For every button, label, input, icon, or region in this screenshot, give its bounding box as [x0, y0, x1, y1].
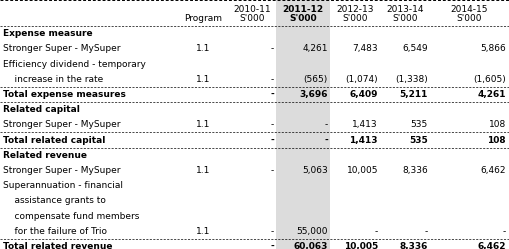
Text: -: -: [324, 120, 327, 129]
Text: 1.1: 1.1: [195, 75, 210, 84]
Text: 1,413: 1,413: [352, 120, 377, 129]
Text: assistance grants to: assistance grants to: [3, 196, 106, 205]
Text: Program: Program: [184, 13, 221, 22]
Text: 108: 108: [487, 135, 505, 144]
Text: Total related capital: Total related capital: [3, 135, 105, 144]
Text: increase in the rate: increase in the rate: [3, 75, 103, 84]
Text: Stronger Super - MySuper: Stronger Super - MySuper: [3, 120, 120, 129]
Text: -: -: [374, 227, 377, 236]
Text: 535: 535: [410, 120, 427, 129]
Text: 4,261: 4,261: [476, 90, 505, 99]
Text: S'000: S'000: [239, 13, 264, 22]
Text: S'000: S'000: [342, 13, 367, 22]
Text: -: -: [324, 135, 327, 144]
Text: 55,000: 55,000: [296, 227, 327, 236]
Text: -: -: [270, 227, 273, 236]
Text: -: -: [270, 90, 273, 99]
Text: 4,261: 4,261: [302, 44, 327, 53]
Text: S'000: S'000: [289, 13, 316, 22]
Text: 2010-11: 2010-11: [233, 4, 270, 13]
Text: 6,409: 6,409: [349, 90, 377, 99]
Text: Related capital: Related capital: [3, 105, 80, 114]
Text: Efficiency dividend - temporary: Efficiency dividend - temporary: [3, 60, 146, 68]
Text: (1,605): (1,605): [472, 75, 505, 84]
Text: S'000: S'000: [391, 13, 417, 22]
Text: 8,336: 8,336: [402, 166, 427, 175]
Text: 1,413: 1,413: [349, 135, 377, 144]
Text: 10,005: 10,005: [343, 242, 377, 249]
Text: 5,866: 5,866: [479, 44, 505, 53]
Text: 1.1: 1.1: [195, 44, 210, 53]
Text: 7,483: 7,483: [352, 44, 377, 53]
Text: 2012-13: 2012-13: [335, 4, 373, 13]
Text: Superannuation - financial: Superannuation - financial: [3, 181, 123, 190]
Text: Total related revenue: Total related revenue: [3, 242, 112, 249]
Text: 6,549: 6,549: [402, 44, 427, 53]
Text: -: -: [270, 242, 273, 249]
Text: 2011-12: 2011-12: [282, 4, 323, 13]
Text: 2013-14: 2013-14: [385, 4, 423, 13]
Text: S'000: S'000: [456, 13, 481, 22]
Text: 1.1: 1.1: [195, 227, 210, 236]
Text: 108: 108: [488, 120, 505, 129]
Text: Stronger Super - MySuper: Stronger Super - MySuper: [3, 44, 120, 53]
Text: 60,063: 60,063: [293, 242, 327, 249]
Text: -: -: [270, 166, 273, 175]
Text: 1.1: 1.1: [195, 166, 210, 175]
Text: 5,063: 5,063: [302, 166, 327, 175]
Text: Related revenue: Related revenue: [3, 151, 87, 160]
Text: 10,005: 10,005: [346, 166, 377, 175]
Text: Total expense measures: Total expense measures: [3, 90, 126, 99]
Bar: [275, 0, 329, 249]
Text: 3,696: 3,696: [299, 90, 327, 99]
Text: Expense measure: Expense measure: [3, 29, 93, 38]
Text: 6,462: 6,462: [476, 242, 505, 249]
Text: -: -: [270, 120, 273, 129]
Text: 2014-15: 2014-15: [449, 4, 487, 13]
Text: -: -: [270, 44, 273, 53]
Text: -: -: [424, 227, 427, 236]
Text: 535: 535: [408, 135, 427, 144]
Text: 6,462: 6,462: [479, 166, 505, 175]
Text: 8,336: 8,336: [399, 242, 427, 249]
Text: 5,211: 5,211: [399, 90, 427, 99]
Text: Stronger Super - MySuper: Stronger Super - MySuper: [3, 166, 120, 175]
Text: 1.1: 1.1: [195, 120, 210, 129]
Text: -: -: [270, 135, 273, 144]
Text: (565): (565): [303, 75, 327, 84]
Text: (1,338): (1,338): [394, 75, 427, 84]
Text: -: -: [270, 75, 273, 84]
Text: compensate fund members: compensate fund members: [3, 211, 139, 221]
Text: (1,074): (1,074): [345, 75, 377, 84]
Text: for the failure of Trio: for the failure of Trio: [3, 227, 107, 236]
Text: -: -: [502, 227, 505, 236]
